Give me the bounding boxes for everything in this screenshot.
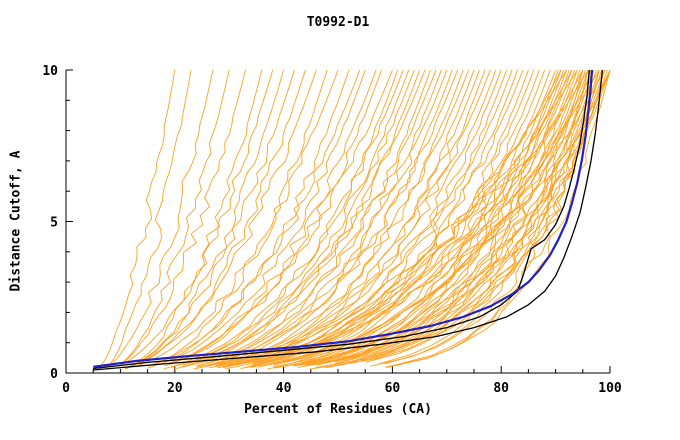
highlight-curve-model-black-1	[93, 69, 590, 370]
ensemble-curve	[234, 69, 486, 366]
ensemble-curve	[384, 69, 611, 368]
ensemble-curve	[228, 69, 475, 365]
highlight-curve-model-blue	[93, 69, 594, 368]
ensemble-curve	[213, 69, 464, 368]
ensemble-curve	[120, 69, 230, 366]
ensemble-curve	[125, 69, 306, 370]
ensemble-curve	[384, 69, 589, 365]
ensemble-curve	[169, 69, 393, 364]
ensemble-curve	[294, 69, 546, 363]
x-axis-label: Percent of Residues (CA)	[244, 402, 432, 417]
ensemble-curve	[147, 69, 366, 369]
highlight-curve-model-black-2	[93, 69, 604, 371]
ensemble-curve	[147, 69, 361, 367]
chart-title: T0992-D1	[306, 15, 370, 30]
ensemble-curve	[293, 69, 611, 366]
ensemble-curve	[164, 69, 382, 367]
ensemble-curve	[251, 69, 584, 365]
ensemble-curve	[295, 69, 567, 367]
ensemble-curve	[251, 69, 524, 366]
ensemble-curve	[221, 69, 459, 362]
ensemble-curve	[218, 69, 600, 369]
ensemble-curve	[198, 69, 442, 367]
y-tick-label: 5	[50, 216, 58, 231]
ensemble-curve	[184, 69, 404, 363]
ensemble-curve	[120, 69, 274, 366]
ensemble-curve	[370, 69, 606, 367]
ensemble-curve	[140, 69, 317, 364]
ensemble-curve	[205, 69, 448, 367]
ensemble-curve	[251, 69, 502, 364]
ensemble-curve	[196, 69, 567, 368]
ensemble-curve	[173, 69, 437, 370]
ensemble-curve	[163, 69, 399, 370]
ensemble-curve	[228, 69, 491, 366]
x-tick-label: 60	[385, 381, 401, 396]
ensemble-curve	[217, 69, 562, 369]
ensemble-curve	[182, 69, 426, 366]
ensemble-curve	[240, 69, 480, 364]
ensemble-curve	[386, 69, 595, 368]
ensemble-curve	[315, 69, 597, 369]
ensemble-curve	[156, 69, 328, 365]
ensemble-curve	[124, 69, 246, 362]
x-tick-label: 80	[493, 381, 509, 396]
y-tick-label: 10	[42, 64, 58, 79]
ensemble-curve	[240, 69, 595, 369]
ensemble-curve	[335, 69, 584, 363]
ensemble-curve	[108, 69, 214, 368]
ensemble-curve	[124, 69, 285, 370]
ensemble-curve	[250, 69, 535, 368]
x-tick-label: 100	[598, 381, 622, 396]
ensemble-curve	[169, 69, 377, 366]
ensemble-curve	[200, 69, 415, 362]
x-tick-label: 20	[167, 381, 183, 396]
ensemble-curve	[300, 69, 562, 364]
ensemble-curve	[273, 69, 551, 368]
ensemble-curve	[134, 69, 263, 366]
ensemble-curve	[105, 69, 192, 370]
ensemble-curve	[170, 69, 410, 368]
y-tick-label: 0	[50, 367, 58, 382]
x-tick-label: 0	[62, 381, 70, 396]
ensemble-curve	[99, 69, 176, 368]
ensemble-curve	[222, 69, 573, 368]
ensemble-curve	[192, 69, 470, 370]
ensemble-curve	[297, 69, 581, 369]
x-tick-label: 40	[276, 381, 292, 396]
ensemble-curve	[125, 69, 295, 370]
ensemble-curve	[135, 69, 339, 368]
ensemble-curve	[354, 69, 592, 361]
ensemble-curve	[292, 69, 573, 367]
ensemble-curve	[225, 69, 508, 370]
ensemble-curve	[208, 69, 589, 369]
ensemble-curve	[305, 69, 578, 367]
ensemble-curve	[165, 69, 350, 363]
ensemble-curve	[216, 69, 578, 366]
ensemble-curve	[313, 69, 611, 366]
ensemble-curve	[207, 69, 453, 367]
